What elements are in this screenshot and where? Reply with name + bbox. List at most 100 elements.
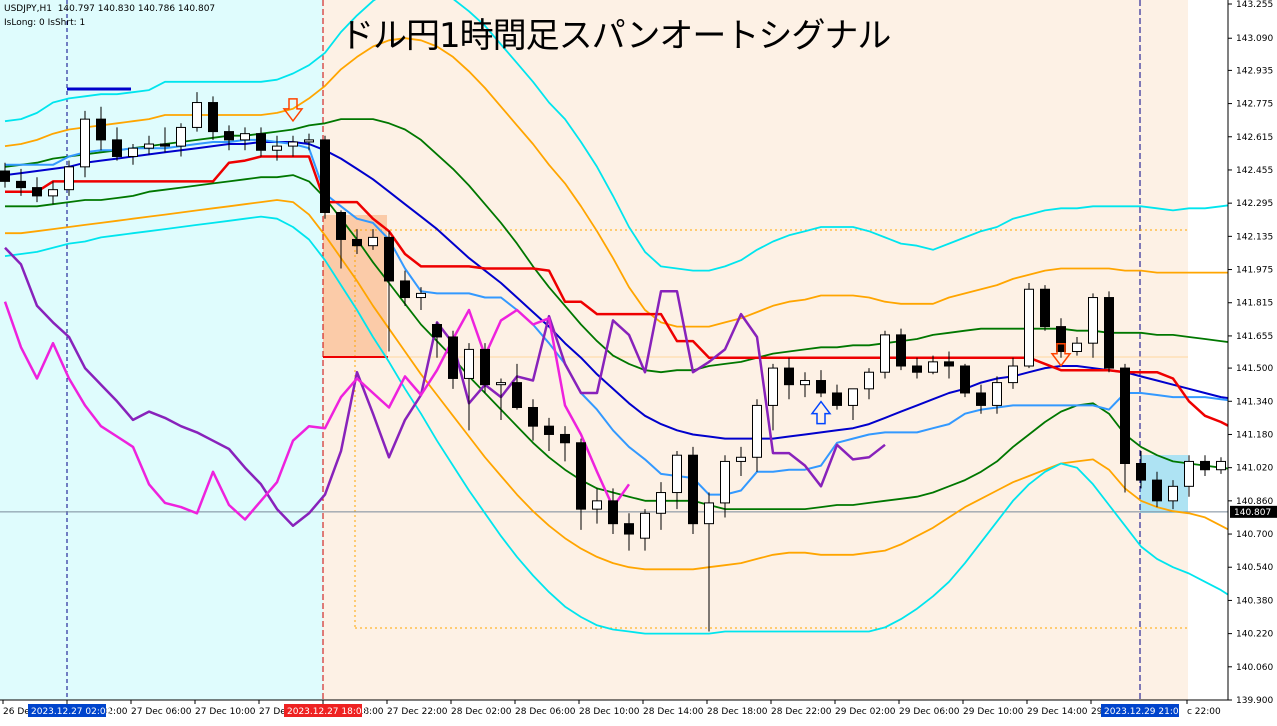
candle-body bbox=[112, 139, 122, 157]
y-tick-label: 142.135 bbox=[1236, 232, 1273, 242]
symbol-readout: USDJPY,H1 140.797 140.830 140.786 140.80… bbox=[4, 4, 216, 14]
candle-body bbox=[32, 187, 42, 197]
highlighted-date-badge bbox=[28, 704, 106, 717]
candle-body bbox=[960, 365, 970, 394]
candle-body bbox=[544, 425, 554, 435]
candle-body bbox=[176, 126, 186, 147]
candle-body bbox=[720, 460, 730, 504]
signal-status: IsLong: 0 IsShrt: 1 bbox=[4, 18, 86, 28]
current-price-badge bbox=[1230, 505, 1277, 518]
candle-body bbox=[384, 236, 394, 282]
x-tick-label: 26 De bbox=[3, 707, 30, 717]
candle-body bbox=[800, 380, 810, 386]
candle-body bbox=[1216, 460, 1226, 471]
candle-body bbox=[560, 433, 570, 444]
candle-body bbox=[304, 139, 314, 143]
highlighted-date-label: 2023.12.27 02:00 bbox=[31, 707, 112, 717]
x-tick-label: 28 Dec 02:00 bbox=[451, 707, 512, 717]
series-line-lagging_magenta bbox=[3, 301, 631, 521]
candle-body bbox=[672, 454, 682, 494]
candle-body bbox=[864, 371, 874, 390]
candle-body bbox=[1168, 485, 1178, 502]
y-tick-label: 140.540 bbox=[1236, 563, 1273, 573]
candle-body bbox=[944, 361, 954, 367]
candle-body bbox=[832, 392, 842, 406]
y-tick-label: 141.020 bbox=[1236, 464, 1273, 474]
candles-layer bbox=[0, 92, 1242, 632]
candle-body bbox=[576, 442, 586, 510]
candle-body bbox=[752, 404, 762, 458]
x-tick-label: 28 Dec 06:00 bbox=[515, 707, 576, 717]
candle-body bbox=[1136, 463, 1146, 481]
series-line-lower_band_cyan bbox=[4, 215, 1238, 635]
candle-body bbox=[896, 334, 906, 367]
y-tick-label: 142.295 bbox=[1236, 199, 1273, 209]
sell-arrow-icon bbox=[282, 98, 304, 123]
page-title: ドル円1時間足スパンオートシグナル bbox=[340, 16, 891, 56]
signal-markers-layer bbox=[282, 98, 1072, 425]
candle-body bbox=[256, 133, 266, 151]
candle-body bbox=[1072, 342, 1082, 352]
x-tick-label: 27 Dec 22:00 bbox=[387, 707, 448, 717]
candle-body bbox=[512, 382, 522, 408]
candle-body bbox=[272, 145, 282, 151]
sell-arrow-icon bbox=[1050, 342, 1072, 367]
candle-body bbox=[688, 454, 698, 525]
candle-body bbox=[160, 143, 170, 147]
y-tick-label: 141.655 bbox=[1236, 332, 1273, 342]
y-tick-label: 142.615 bbox=[1236, 133, 1273, 143]
y-tick-label: 140.380 bbox=[1236, 596, 1273, 606]
candle-body bbox=[656, 492, 666, 514]
candle-body bbox=[816, 380, 826, 394]
highlighted-date-badge bbox=[284, 704, 362, 717]
current-price-label: 140.807 bbox=[1234, 508, 1271, 518]
candle-body bbox=[16, 180, 26, 189]
series-line-upper_band_cyan bbox=[4, 0, 1238, 272]
candle-body bbox=[768, 367, 778, 406]
candle-body bbox=[128, 147, 138, 157]
highlighted-date-label: 2023.12.29 21:00 bbox=[1104, 707, 1185, 717]
highlighted-date-label: 2023.12.27 18:00 bbox=[287, 707, 368, 717]
x-tick-label: 29 Dec 06:00 bbox=[899, 707, 960, 717]
highlighted-date-badge bbox=[1101, 704, 1179, 717]
candle-body bbox=[1024, 288, 1034, 367]
candle-body bbox=[208, 102, 218, 133]
candle-body bbox=[80, 118, 90, 168]
series-line-ma_blue bbox=[4, 141, 1238, 440]
y-tick-label: 140.700 bbox=[1236, 530, 1273, 540]
candle-body bbox=[336, 211, 346, 240]
candle-body bbox=[912, 365, 922, 373]
indicator-layer bbox=[3, 0, 1238, 635]
candle-body bbox=[240, 133, 250, 141]
candle-body bbox=[784, 367, 794, 386]
candle-body bbox=[368, 236, 378, 247]
candle-body bbox=[928, 361, 938, 373]
candle-body bbox=[352, 238, 362, 247]
candle-body bbox=[224, 131, 234, 141]
candle-body bbox=[480, 348, 490, 386]
candle-body bbox=[528, 406, 538, 427]
candle-body bbox=[464, 348, 474, 379]
x-tick-label: 29 Dec 02:00 bbox=[835, 707, 896, 717]
candle-body bbox=[400, 280, 410, 299]
y-tick-label: 143.090 bbox=[1236, 34, 1273, 44]
y-tick-label: 141.975 bbox=[1236, 266, 1273, 276]
candle-body bbox=[48, 189, 58, 197]
y-tick-label: 139.900 bbox=[1236, 696, 1273, 706]
x-tick-label: 29 Dec 10:00 bbox=[963, 707, 1024, 717]
candle-body bbox=[736, 456, 746, 462]
candle-body bbox=[144, 143, 154, 149]
y-tick-label: 143.255 bbox=[1236, 0, 1273, 10]
y-tick-label: 141.340 bbox=[1236, 397, 1273, 407]
candle-body bbox=[432, 324, 442, 338]
x-tick-label: c 22:00 bbox=[1187, 707, 1221, 717]
candle-body bbox=[288, 141, 298, 147]
candle-body bbox=[1184, 460, 1194, 487]
candle-body bbox=[1200, 460, 1210, 471]
y-tick-label: 140.060 bbox=[1236, 663, 1273, 673]
future-area bbox=[1188, 0, 1228, 700]
